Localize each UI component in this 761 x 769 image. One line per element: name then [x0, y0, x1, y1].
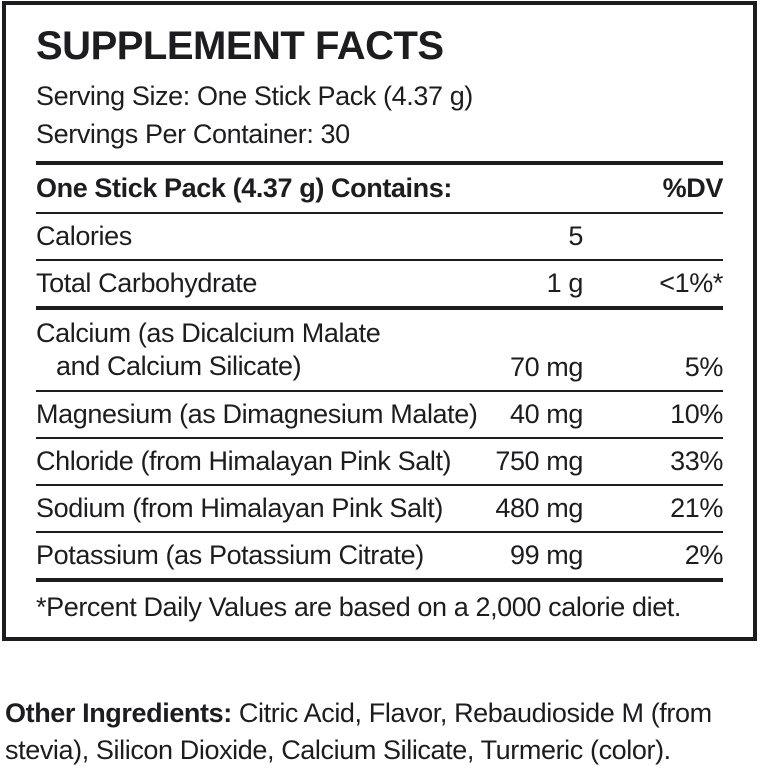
nutrient-amount: 1 g — [546, 268, 584, 298]
nutrient-dv: 21% — [670, 493, 723, 523]
other-ingredients: Other Ingredients: Citric Acid, Flavor, … — [5, 695, 758, 769]
nutrient-dv: <1%* — [659, 268, 723, 298]
table-header-row: One Stick Pack (4.37 g) Contains: %DV — [36, 165, 723, 212]
divider — [36, 390, 723, 392]
contains-header: One Stick Pack (4.37 g) Contains: — [36, 173, 452, 203]
nutrient-label: Sodium (from Himalayan Pink Salt) — [36, 493, 443, 523]
nutrient-amount: 70 mg — [509, 352, 583, 382]
nutrient-label: Total Carbohydrate — [36, 268, 257, 298]
other-ingredients-line1-rest: Citric Acid, Flavor, Rebaudioside M (fro… — [231, 698, 712, 728]
nutrient-row-calories: Calories 5 — [36, 214, 723, 259]
divider — [36, 531, 723, 533]
nutrient-dv: 10% — [670, 399, 723, 429]
nutrient-amount: 40 mg — [509, 399, 583, 429]
serving-size: Serving Size: One Stick Pack (4.37 g) — [36, 81, 473, 111]
nutrient-label: Potassium (as Potassium Citrate) — [36, 540, 424, 570]
nutrient-row-magnesium: Magnesium (as Dimagnesium Malate) 40 mg … — [36, 392, 723, 437]
nutrient-amount: 750 mg — [495, 446, 583, 476]
nutrient-dv: 5% — [684, 352, 724, 382]
other-ingredients-line1: Other Ingredients: Citric Acid, Flavor, … — [5, 695, 758, 732]
nutrient-amount: 5 — [568, 221, 583, 251]
dv-header: %DV — [662, 173, 724, 203]
divider — [36, 212, 723, 214]
divider — [36, 259, 723, 261]
nutrient-row-chloride: Chloride (from Himalayan Pink Salt) 750 … — [36, 439, 723, 484]
nutrient-label: Magnesium (as Dimagnesium Malate) — [36, 399, 478, 429]
other-ingredients-label: Other Ingredients: — [5, 698, 232, 728]
nutrient-label-line2: and Calcium Silicate) — [56, 351, 302, 381]
daily-value-footnote: *Percent Daily Values are based on a 2,0… — [36, 592, 682, 622]
panel-title: SUPPLEMENT FACTS — [36, 24, 444, 68]
nutrient-row-sodium: Sodium (from Himalayan Pink Salt) 480 mg… — [36, 486, 723, 531]
divider-thick-top — [36, 161, 723, 165]
nutrient-label: Calories — [36, 221, 132, 251]
nutrient-dv: 2% — [684, 540, 724, 570]
nutrient-label-line1: Calcium (as Dicalcium Malate — [36, 318, 381, 348]
other-ingredients-line2: stevia), Silicon Dioxide, Calcium Silica… — [5, 735, 671, 765]
nutrient-row-total-carbohydrate: Total Carbohydrate 1 g <1%* — [36, 261, 723, 306]
divider-medium-bottom — [36, 578, 723, 582]
supplement-facts-panel: SUPPLEMENT FACTS Serving Size: One Stick… — [2, 1, 757, 641]
divider-medium — [36, 306, 723, 310]
nutrient-label: Chloride (from Himalayan Pink Salt) — [36, 446, 452, 476]
nutrient-row-calcium: Calcium (as Dicalcium Malate and Calcium… — [36, 310, 723, 390]
divider — [36, 437, 723, 439]
nutrient-dv: 33% — [670, 446, 723, 476]
servings-per-container: Servings Per Container: 30 — [36, 119, 350, 149]
divider — [36, 484, 723, 486]
nutrient-label: Calcium (as Dicalcium Malate and Calcium… — [36, 317, 483, 383]
nutrient-row-potassium: Potassium (as Potassium Citrate) 99 mg 2… — [36, 533, 723, 578]
nutrient-amount: 99 mg — [509, 540, 583, 570]
nutrient-amount: 480 mg — [495, 493, 583, 523]
